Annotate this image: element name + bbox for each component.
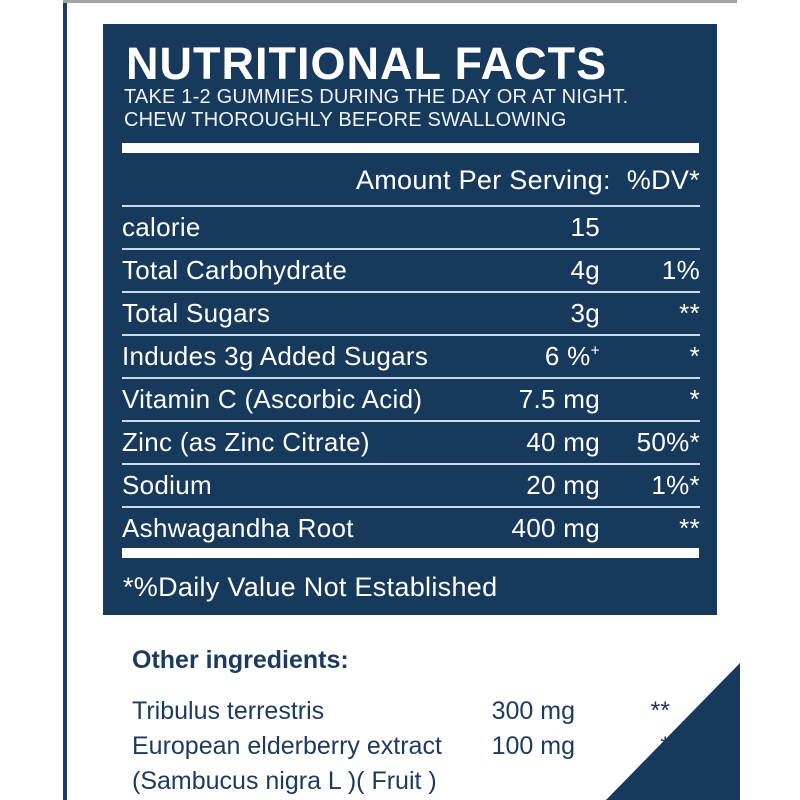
table-row-zinc: Zinc (as Zinc Citrate) 40 mg 50%* <box>122 420 700 463</box>
photo-top-edge-line <box>63 0 737 3</box>
usage-instructions-line2: CHEW THOROUGHLY BEFORE SWALLOWING <box>124 109 567 131</box>
table-row-ashwagandha-root: Ashwagandha Root 400 mg ** <box>122 506 700 549</box>
daily-value-footnote: *%Daily Value Not Established <box>123 572 498 602</box>
table-row-sodium: Sodium 20 mg 1%* <box>122 463 700 506</box>
row-amount: 400 mg <box>511 513 600 543</box>
row-amount: 4g <box>570 255 600 285</box>
ingredient-amount: 300 mg <box>491 697 575 725</box>
row-dv: 1% <box>661 255 700 285</box>
row-label: Total Sugars <box>122 298 271 328</box>
table-row-added-sugars: Indudes 3g Added Sugars 6 %+ * <box>122 334 700 377</box>
other-ingredients-table: Tribulus terrestris 300 mg ** European e… <box>132 694 670 799</box>
row-amount: 3g <box>570 298 600 328</box>
row-amount: 40 mg <box>526 427 600 457</box>
other-ingredients-heading: Other ingredients: <box>132 646 349 674</box>
row-label: Total Carbohydrate <box>122 255 348 285</box>
row-dv: * <box>689 341 700 371</box>
ingredient-label: Tribulus terrestris <box>132 697 325 725</box>
thick-divider-bottom <box>122 548 699 558</box>
row-label: Indudes 3g Added Sugars <box>122 341 429 371</box>
nutrition-table: Amount Per Serving: %DV* calorie 15 Tota… <box>122 155 700 549</box>
row-dv: ** <box>679 298 700 328</box>
row-label: Ashwagandha Root <box>122 513 354 543</box>
ingredient-dv: ** <box>650 697 670 725</box>
panel-title: NUTRITIONAL FACTS <box>126 38 608 89</box>
row-amount: 7.5 mg <box>518 384 600 414</box>
ingredient-label: European elderberry extract <box>132 732 442 760</box>
row-dv: ** <box>679 513 700 543</box>
thick-divider-top <box>122 143 699 153</box>
table-row-calorie: calorie 15 <box>122 205 700 248</box>
table-header-row: Amount Per Serving: %DV* <box>122 155 700 205</box>
row-amount: 20 mg <box>526 470 600 500</box>
photo-left-edge-line <box>63 0 67 800</box>
nutrition-facts-panel: NUTRITIONAL FACTS TAKE 1-2 GUMMIES DURIN… <box>103 24 717 615</box>
ingredient-amount: 100 mg <box>491 732 575 760</box>
row-amount: 15 <box>570 212 600 242</box>
dv-header: %DV* <box>626 164 700 195</box>
row-dv: * <box>689 384 700 414</box>
row-label: Vitamin C (Ascorbic Acid) <box>122 384 423 414</box>
amount-per-serving-header: Amount Per Serving: <box>355 164 611 195</box>
table-row-total-sugars: Total Sugars 3g ** <box>122 291 700 334</box>
table-row-total-carbohydrate: Total Carbohydrate 4g 1% <box>122 248 700 291</box>
row-dv: 1%* <box>651 470 700 500</box>
ingredient-row-tribulus: Tribulus terrestris 300 mg ** <box>132 694 670 729</box>
row-amount-value: 6 % <box>544 341 591 371</box>
ingredient-row-elderberry: European elderberry extract 100 mg * <box>132 729 670 764</box>
ingredient-row-sambucus-continuation: (Sambucus nigra L )( Fruit ) <box>132 764 670 799</box>
table-row-vitamin-c: Vitamin C (Ascorbic Acid) 7.5 mg * <box>122 377 700 420</box>
row-dv: 50%* <box>636 427 700 457</box>
row-label: Zinc (as Zinc Citrate) <box>122 427 370 457</box>
usage-instructions: TAKE 1-2 GUMMIES DURING THE DAY OR AT NI… <box>124 86 628 132</box>
row-label: Sodium <box>122 470 212 500</box>
row-label: calorie <box>122 212 201 242</box>
row-amount: 6 %+ <box>475 341 600 372</box>
ingredient-label: (Sambucus nigra L )( Fruit ) <box>132 767 437 795</box>
row-amount-superscript: + <box>590 342 600 360</box>
usage-instructions-line1: TAKE 1-2 GUMMIES DURING THE DAY OR AT NI… <box>124 86 629 108</box>
